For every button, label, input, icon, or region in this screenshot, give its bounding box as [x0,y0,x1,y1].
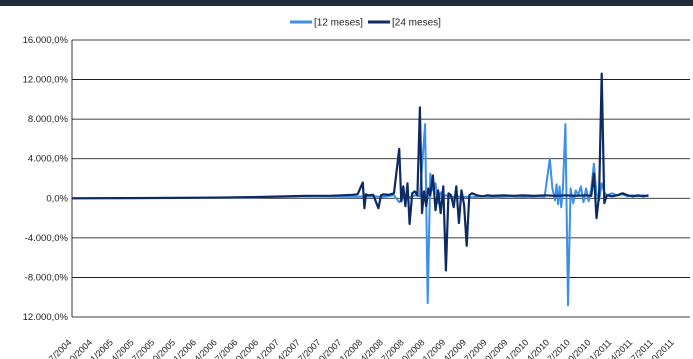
y-tick-label: 0,0% [46,193,68,204]
y-tick-label: -4.000,0% [25,233,69,244]
series-line-12-meses [71,123,649,307]
legend-label: [12 meses] [314,18,363,29]
legend-label: [24 meses] [392,18,441,29]
y-tick-label: 8.000,0% [28,114,69,125]
y-tick-label: 4.000,0% [28,154,69,165]
y-tick-label: 12.000,0% [23,312,69,323]
y-tick-label: 12.000,0% [23,75,69,86]
top-bar [0,0,693,6]
legend-item-24-meses: [24 meses] [368,18,441,29]
legend-item-12-meses: [12 meses] [290,18,363,29]
y-tick-label: -8.000,0% [25,272,69,283]
y-axis: 16.000,0% 12.000,0% 8.000,0% 4.000,0% 0,0% -4… [23,35,73,323]
x-axis: 07/200410/200401/200504/200507/200510/20… [43,337,676,359]
series-line-24-meses [71,72,649,272]
grid [72,39,690,318]
series-layer [71,72,649,307]
y-tick-label: 16.000,0% [23,35,69,46]
legend: [12 meses] [24 meses] [290,18,441,29]
